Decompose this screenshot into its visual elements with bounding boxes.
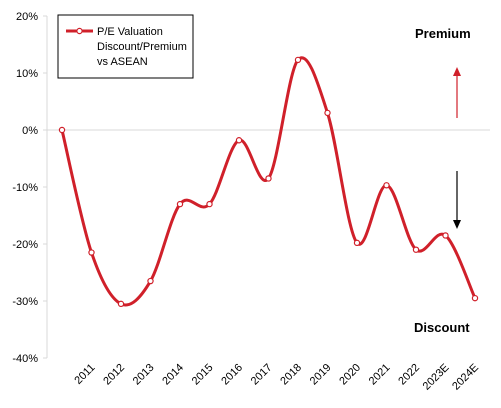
legend: P/E Valuation Discount/Premium vs ASEAN	[57, 14, 194, 79]
x-tick-label: 2012	[101, 362, 127, 388]
x-tick-label: 2018	[278, 362, 304, 388]
x-tick-label: 2014	[160, 362, 186, 388]
data-point-2013	[147, 277, 154, 285]
data-point-2024E	[471, 294, 479, 302]
x-tick-label: 2020	[337, 362, 363, 388]
y-tick-label: -20%	[12, 239, 38, 251]
data-point-2018	[294, 56, 302, 64]
x-tick-label: 2011	[72, 362, 97, 387]
x-tick-label: 2013	[131, 362, 157, 388]
series-line-layer	[60, 56, 477, 307]
data-point-2023E	[442, 232, 449, 239]
data-point-2016	[235, 137, 243, 144]
legend-marker	[76, 27, 83, 35]
data-point-2021	[383, 182, 390, 189]
x-tick-label: 2024E	[450, 362, 481, 393]
data-point-2017	[265, 175, 272, 182]
premium-up-arrow-head	[453, 67, 461, 76]
y-tick-label: -30%	[12, 296, 38, 308]
axis-layer	[43, 15, 490, 359]
x-tick-label: 2022	[396, 362, 422, 388]
y-tick-labels: -40% -30% -20% -10% 0% 10% 20%	[12, 11, 38, 365]
x-tick-label: 2015	[190, 362, 216, 388]
annotations: Premium Discount	[414, 26, 471, 335]
y-tick-label: -40%	[12, 353, 38, 365]
legend-label-line-1: P/E Valuation	[97, 26, 163, 38]
y-tick-label: -10%	[12, 182, 38, 194]
discount-label: Discount	[414, 320, 470, 335]
legend-label-line-3: vs ASEAN	[97, 56, 148, 68]
x-tick-label: 2021	[367, 362, 393, 388]
data-point-2011	[88, 249, 95, 256]
data-points	[58, 56, 479, 308]
data-point-2012	[117, 300, 125, 308]
x-tick-label: 2017	[249, 362, 275, 388]
legend-label-line-2: Discount/Premium	[97, 41, 187, 53]
data-point-2014	[176, 200, 184, 208]
y-tick-label: 20%	[16, 11, 38, 23]
y-tick-label: 0%	[22, 125, 38, 137]
x-tick-labels: 2011 2012 2013 2014 2015 2016 2017 2018 2019 2020…	[72, 362, 481, 393]
discount-down-arrow-head	[453, 220, 461, 229]
legend-box	[57, 14, 194, 79]
premium-label: Premium	[415, 26, 471, 41]
data-point-2010	[58, 126, 66, 134]
x-tick-label: 2016	[219, 362, 245, 388]
x-tick-label: 2019	[308, 362, 334, 388]
data-point-2022	[412, 246, 420, 253]
series-line	[60, 56, 477, 307]
y-tick-label: 10%	[16, 68, 38, 80]
data-point-2019	[324, 109, 331, 117]
data-point-2020	[353, 239, 361, 247]
data-point-2015	[206, 200, 213, 208]
x-tick-label: 2023E	[421, 362, 452, 393]
